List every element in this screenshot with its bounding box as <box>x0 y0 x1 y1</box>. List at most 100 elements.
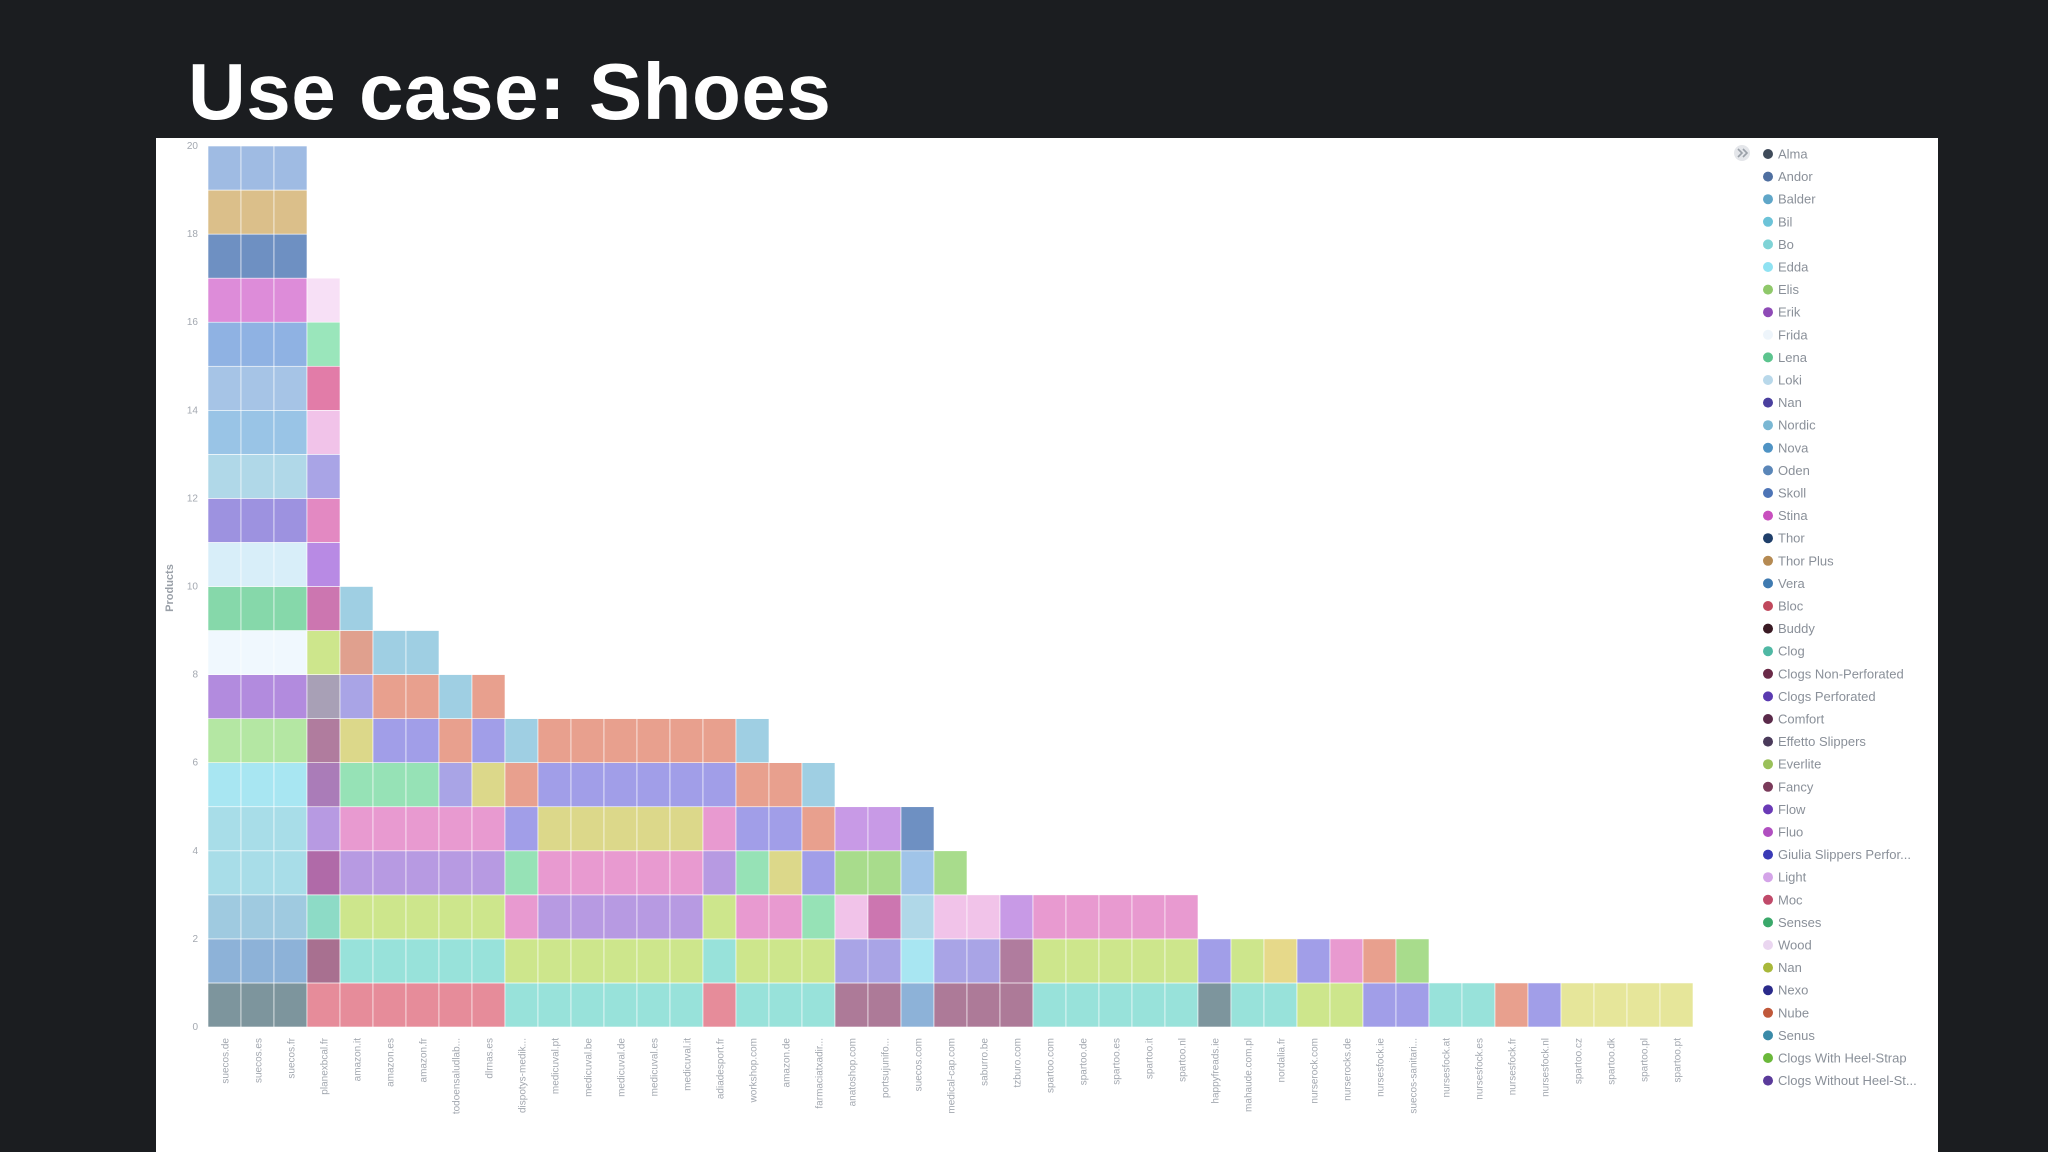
bar-segment[interactable] <box>768 894 803 940</box>
bar-segment[interactable] <box>405 938 440 984</box>
bar-segment[interactable] <box>1098 982 1133 1028</box>
bar-segment[interactable] <box>669 850 704 896</box>
bar-segment[interactable] <box>240 806 275 852</box>
bar-segment[interactable] <box>801 850 836 896</box>
bar-segment[interactable] <box>240 586 275 631</box>
bar-segment[interactable] <box>834 806 869 852</box>
bar-segment[interactable] <box>1065 894 1100 940</box>
bar-segment[interactable] <box>306 409 341 455</box>
legend-item[interactable]: Bloc <box>1763 599 1804 614</box>
bar-segment[interactable] <box>273 762 308 808</box>
bar-segment[interactable] <box>702 982 737 1028</box>
bar-segment[interactable] <box>240 894 275 940</box>
bar-segment[interactable] <box>207 454 242 499</box>
bar-segment[interactable] <box>537 982 572 1028</box>
bar-segment[interactable] <box>1098 894 1133 940</box>
bar-segment[interactable] <box>801 938 836 984</box>
bar-segment[interactable] <box>702 894 737 940</box>
bar-segment[interactable] <box>273 850 308 896</box>
bar-segment[interactable] <box>504 718 539 764</box>
bar-segment[interactable] <box>768 938 803 984</box>
bar-segment[interactable] <box>669 718 704 764</box>
bar-segment[interactable] <box>339 762 374 808</box>
bar-segment[interactable] <box>240 145 275 191</box>
legend-item[interactable]: Nova <box>1763 440 1809 455</box>
bar-segment[interactable] <box>867 894 902 940</box>
bar-segment[interactable] <box>1362 938 1397 984</box>
legend-item[interactable]: Nexo <box>1763 983 1808 998</box>
bar-segment[interactable] <box>933 894 968 940</box>
bar-segment[interactable] <box>240 982 275 1028</box>
bar-segment[interactable] <box>735 894 770 940</box>
legend-item[interactable]: Nan <box>1763 960 1802 975</box>
bar-segment[interactable] <box>405 762 440 808</box>
legend-item[interactable]: Erik <box>1763 305 1801 320</box>
bar-segment[interactable] <box>372 938 407 984</box>
bar-segment[interactable] <box>603 938 638 984</box>
bar-segment[interactable] <box>504 982 539 1028</box>
bar-segment[interactable] <box>339 674 374 719</box>
bar-segment[interactable] <box>834 850 869 896</box>
bar-segment[interactable] <box>702 850 737 896</box>
bar-segment[interactable] <box>207 938 242 984</box>
bar-segment[interactable] <box>735 982 770 1028</box>
bar-segment[interactable] <box>1032 938 1067 984</box>
bar-segment[interactable] <box>1494 982 1529 1028</box>
legend-item[interactable]: Alma <box>1763 147 1808 162</box>
bar-segment[interactable] <box>207 409 242 455</box>
bar-segment[interactable] <box>735 938 770 984</box>
bar-segment[interactable] <box>1395 938 1430 984</box>
bar-segment[interactable] <box>900 850 935 896</box>
bar-segment[interactable] <box>537 894 572 940</box>
bar-segment[interactable] <box>471 762 506 808</box>
bar-segment[interactable] <box>273 277 308 323</box>
bar-segment[interactable] <box>273 938 308 984</box>
bar-segment[interactable] <box>537 806 572 852</box>
bar-segment[interactable] <box>306 894 341 940</box>
bar-segment[interactable] <box>240 850 275 896</box>
bar-segment[interactable] <box>768 850 803 896</box>
legend-item[interactable]: Skoll <box>1763 486 1806 501</box>
legend-item[interactable]: Fluo <box>1763 825 1803 840</box>
bar-segment[interactable] <box>207 498 242 543</box>
bar-segment[interactable] <box>999 938 1034 984</box>
bar-segment[interactable] <box>834 982 869 1028</box>
bar-segment[interactable] <box>273 233 308 279</box>
bar-segment[interactable] <box>240 938 275 984</box>
bar-segment[interactable] <box>240 630 275 675</box>
bar-segment[interactable] <box>240 674 275 719</box>
bar-segment[interactable] <box>438 938 473 984</box>
legend-item[interactable]: Comfort <box>1763 712 1825 727</box>
bar-segment[interactable] <box>570 762 605 808</box>
bar-segment[interactable] <box>339 586 374 631</box>
bar-segment[interactable] <box>207 233 242 279</box>
bar-segment[interactable] <box>1527 982 1562 1028</box>
bar-segment[interactable] <box>471 850 506 896</box>
bar-segment[interactable] <box>240 542 275 587</box>
bar-segment[interactable] <box>273 982 308 1028</box>
bar-segment[interactable] <box>570 938 605 984</box>
bar-segment[interactable] <box>405 674 440 719</box>
bar-segment[interactable] <box>372 982 407 1028</box>
legend-item[interactable]: Effetto Slippers <box>1763 734 1866 749</box>
bar-segment[interactable] <box>207 277 242 323</box>
legend-item[interactable]: Oden <box>1763 463 1810 478</box>
bar-segment[interactable] <box>306 674 341 719</box>
bar-segment[interactable] <box>1296 938 1331 984</box>
bar-segment[interactable] <box>1626 982 1661 1028</box>
bar-segment[interactable] <box>306 277 341 323</box>
bar-segment[interactable] <box>273 894 308 940</box>
bar-segment[interactable] <box>1164 894 1199 940</box>
bar-segment[interactable] <box>405 850 440 896</box>
bar-segment[interactable] <box>1065 982 1100 1028</box>
bar-segment[interactable] <box>1098 938 1133 984</box>
bar-segment[interactable] <box>1593 982 1628 1028</box>
bar-segment[interactable] <box>438 762 473 808</box>
bar-segment[interactable] <box>438 718 473 764</box>
bar-segment[interactable] <box>1296 982 1331 1028</box>
bar-segment[interactable] <box>471 894 506 940</box>
bar-segment[interactable] <box>306 454 341 499</box>
legend-item[interactable]: Bo <box>1763 237 1794 252</box>
bar-segment[interactable] <box>669 894 704 940</box>
legend-item[interactable]: Clog <box>1763 644 1805 659</box>
